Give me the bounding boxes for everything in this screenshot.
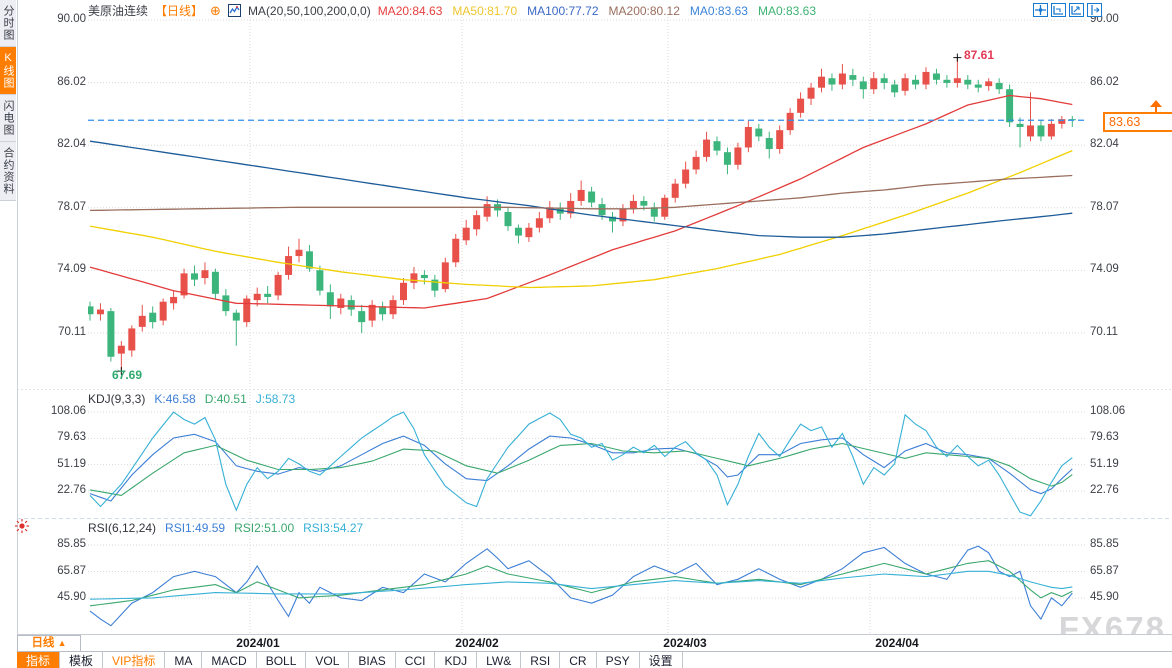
symbol-name: 美原油连续	[88, 4, 149, 18]
indicator-tab-VIP指标[interactable]: VIP指标	[103, 652, 166, 668]
ma-value-3: MA200:80.12	[608, 3, 680, 18]
indicator-tab-KDJ[interactable]: KDJ	[435, 652, 478, 668]
chart-type-sidebar: 分时图 K线图 闪电图 合约资料	[0, 0, 18, 634]
scale-chart-icon[interactable]	[1069, 3, 1084, 17]
indicator-tabbar: 指标 模板 VIP指标 MA MACD BOLL VOL BIAS CCI KDJ LW& RSI CR…	[17, 651, 1172, 668]
month-label-2024/01: 2024/01	[236, 636, 280, 650]
price-axis-label-left: 82.04	[57, 138, 86, 151]
ma-value-4: MA0:83.63	[689, 3, 748, 18]
rsi-values: RSI1:49.59 RSI2:51.00 RSI3:54.27	[165, 521, 363, 535]
rsi-value-0: RSI1:49.59	[165, 521, 226, 535]
rsi-value-1: RSI2:51.00	[234, 521, 295, 535]
kdj-header: KDJ(9,3,3) K:46.58 D:40.51 J:58.73	[88, 392, 295, 406]
chart-style-icon[interactable]	[227, 4, 241, 17]
period-label: 【日线】	[155, 4, 204, 18]
ma-value-2: MA100:77.72	[527, 3, 599, 18]
kdj-axis-label-left: 79.63	[57, 431, 86, 444]
pan-right-icon[interactable]	[1087, 3, 1102, 17]
rsi-value-2: RSI3:54.27	[303, 521, 364, 535]
kdj-axis-label-right: 51.19	[1090, 457, 1119, 470]
period-selector[interactable]: 日线 ▲	[17, 635, 81, 652]
indicator-settings-sun-icon[interactable]	[14, 518, 30, 534]
chart-toolbar	[1033, 3, 1102, 17]
chart-legend: 美原油连续 【日线】 ⊕ MA(20,50,100,200,0,0) MA20:8…	[88, 2, 816, 19]
price-up-arrow-icon	[1150, 100, 1162, 112]
price-axis-label-left: 74.09	[57, 263, 86, 276]
high-price-annotation: 87.61	[964, 48, 995, 62]
price-axis-label-right: 74.09	[1090, 263, 1119, 276]
indicator-tab-CR[interactable]: CR	[560, 652, 597, 668]
rsi-axis-label-right: 65.87	[1090, 564, 1119, 577]
zoom-axis-icon[interactable]	[1051, 3, 1066, 17]
rsi-axis-label-left: 85.85	[57, 538, 86, 550]
indicator-tab-指标[interactable]: 指标	[17, 652, 61, 668]
ma-value-0: MA20:84.63	[377, 3, 443, 18]
ma-formula: MA(20,50,100,200,0,0)	[247, 3, 371, 18]
kdj-value-1: D:40.51	[204, 392, 247, 406]
price-axis-label-right: 86.02	[1090, 75, 1119, 88]
sidebar-tab-分时图[interactable]: 分时图	[0, 0, 16, 47]
month-label-2024/04: 2024/04	[875, 636, 919, 650]
rsi-axis-label-right: 85.85	[1090, 538, 1119, 550]
price-axis-label-left: 70.11	[58, 326, 86, 338]
sidebar-tab-闪电图[interactable]: 闪电图	[0, 95, 16, 142]
price-axis-label-left: 86.02	[57, 75, 86, 88]
indicator-tab-LW&[interactable]: LW&	[477, 652, 522, 668]
ma-values: MA20:84.63 MA50:81.70 MA100:77.72 MA200:80.…	[378, 4, 816, 18]
kdj-axis-label-right: 22.76	[1090, 484, 1119, 496]
kdj-axis-label-right: 79.63	[1090, 431, 1119, 444]
indicator-tab-BOLL[interactable]: BOLL	[257, 652, 307, 668]
indicator-tab-BIAS[interactable]: BIAS	[349, 652, 396, 668]
indicator-tab-VOL[interactable]: VOL	[306, 652, 350, 668]
rsi-axis-label-right: 45.90	[1090, 591, 1119, 603]
x-axis-strip	[17, 634, 1172, 652]
rsi-axis-label-left: 65.87	[57, 564, 86, 577]
kdj-formula: KDJ(9,3,3)	[88, 392, 146, 406]
kdj-axis-label-left: 51.19	[57, 457, 86, 470]
sidebar-tab-K线图[interactable]: K线图	[0, 47, 16, 95]
indicator-tab-MA[interactable]: MA	[165, 652, 203, 668]
kdj-axis-label-left: 22.76	[57, 484, 86, 496]
kdj-axis-label-right: 108.06	[1090, 405, 1126, 417]
rsi-axis-label-left: 45.90	[57, 591, 86, 603]
indicator-tab-RSI[interactable]: RSI	[521, 652, 561, 668]
indicator-tab-模板[interactable]: 模板	[60, 652, 104, 668]
ma-value-5: MA0:83.63	[757, 3, 816, 18]
rsi-formula: RSI(6,12,24)	[88, 521, 157, 535]
kdj-value-0: K:46.58	[154, 392, 196, 406]
price-axis-label-right: 78.07	[1090, 200, 1119, 213]
rsi-header: RSI(6,12,24) RSI1:49.59 RSI2:51.00 RSI3:54…	[88, 521, 363, 535]
indicator-tab-PSY[interactable]: PSY	[597, 652, 640, 668]
indicator-tab-MACD[interactable]: MACD	[202, 652, 257, 668]
price-axis-label-right: 82.04	[1090, 138, 1119, 151]
price-axis-label-left: 90.00	[57, 13, 86, 25]
price-axis-label-left: 78.07	[57, 200, 86, 213]
kdj-axis-label-left: 108.06	[50, 405, 86, 417]
crosshair-cursor-icon[interactable]	[1033, 3, 1048, 17]
kdj-value-2: J:58.73	[255, 392, 296, 406]
kdj-values: K:46.58 D:40.51 J:58.73	[154, 392, 295, 406]
sidebar-tab-合约资料[interactable]: 合约资料	[0, 142, 16, 201]
month-label-2024/02: 2024/02	[455, 636, 499, 650]
indicator-tab-CCI[interactable]: CCI	[396, 652, 436, 668]
month-label-2024/03: 2024/03	[663, 636, 707, 650]
period-selector-label: 日线	[31, 637, 55, 649]
last-price-tag: 83.63	[1103, 112, 1172, 132]
low-price-annotation: 67.69	[112, 368, 143, 382]
period-selector-arrow-icon: ▲	[57, 638, 67, 648]
ma-value-1: MA50:81.70	[452, 3, 518, 18]
price-axis-label-right: 70.11	[1090, 326, 1118, 338]
add-indicator-icon[interactable]: ⊕	[210, 2, 221, 18]
indicator-tab-设置[interactable]: 设置	[640, 652, 683, 668]
